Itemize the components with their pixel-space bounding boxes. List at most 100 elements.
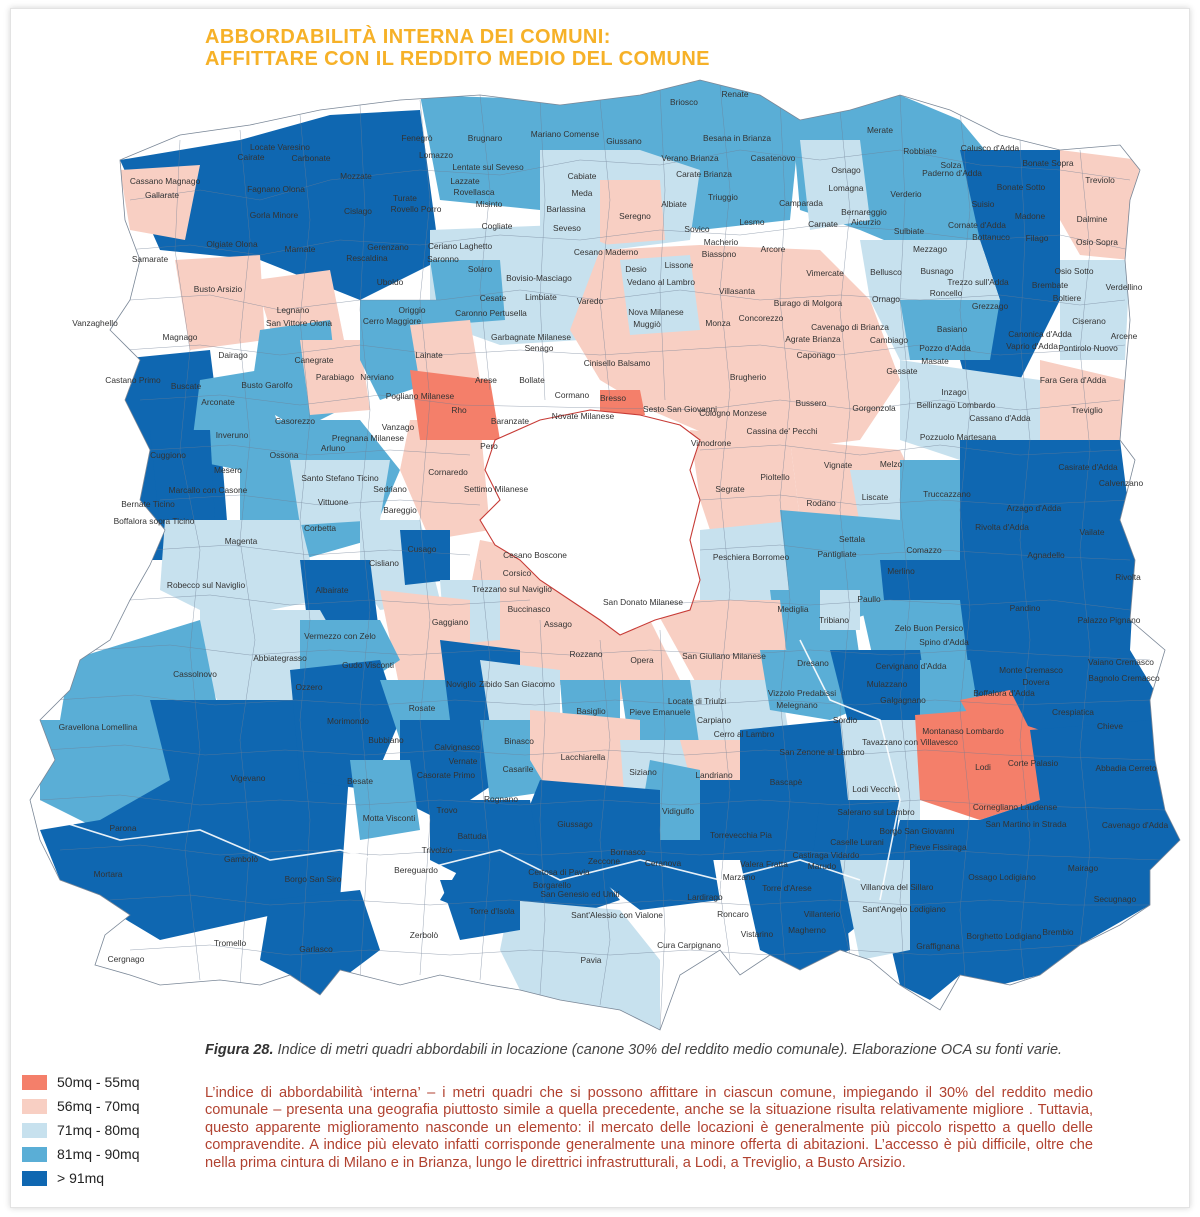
body-paragraph: L’indice di abbordabilità ‘interna’ – i … [205, 1085, 1093, 1171]
municipality-label: Cairate [238, 152, 265, 162]
municipality-label: Fara Gera d'Adda [1040, 375, 1107, 385]
municipality-label: Casorate Primo [417, 770, 476, 780]
municipality-label: Bottanuco [972, 232, 1010, 242]
municipality-label: Bernareggio [841, 207, 887, 217]
zone-calvignasco-casorate [400, 720, 500, 820]
municipality-label: Macherio [704, 237, 739, 247]
municipality-label: Ornago [872, 294, 900, 304]
municipality-label: Magenta [225, 536, 258, 546]
municipality-label: Marnate [285, 244, 316, 254]
municipality-label: Pantigliate [817, 549, 856, 559]
municipality-label: Ossago Lodigiano [968, 872, 1036, 882]
municipality-label: Gravellona Lomellina [59, 722, 138, 732]
choropleth-map: Renate Briosco Besana in Brianza Mariano Co… [29, 79, 1181, 1031]
legend-item-71-80: 71mq - 80mq [22, 1121, 197, 1141]
municipality-label: Casirate d'Adda [1058, 462, 1118, 472]
zone-northwest-saronno [120, 110, 440, 300]
municipality-label: Desio [625, 264, 647, 274]
municipality-label: Cervignano d'Adda [876, 661, 947, 671]
municipality-label: Villanova del Sillaro [861, 882, 934, 892]
municipality-label: Castano Primo [105, 375, 161, 385]
municipality-label: Mairago [1068, 863, 1099, 873]
zone-liscate [850, 470, 900, 525]
municipality-label: Bollate [519, 375, 545, 385]
municipality-label: Spino d'Adda [919, 637, 969, 647]
municipality-label: Boffalora d'Adda [973, 688, 1035, 698]
municipality-label: Mozzate [340, 171, 372, 181]
municipality-label: Caronno Pertusella [455, 308, 527, 318]
zone-torrevecchia [700, 780, 760, 860]
municipality-label: Battuda [458, 831, 487, 841]
municipality-label: Mortara [94, 869, 123, 879]
municipality-label: Bubbiano [368, 735, 404, 745]
municipality-label: Gambolò [224, 854, 258, 864]
municipality-label: Rivolta [1115, 572, 1141, 582]
zone-rho [410, 370, 500, 440]
municipality-label: Zibido San Giacomo [479, 679, 555, 689]
municipality-label: Carnate [808, 219, 838, 229]
zone-desio-nova [620, 255, 700, 335]
municipality-label: Carate Brianza [676, 169, 732, 179]
municipality-label: Verdellino [1106, 282, 1143, 292]
municipality-label: Arcene [1111, 331, 1138, 341]
municipality-label: Legnano [277, 305, 310, 315]
municipality-label: Briosco [670, 97, 698, 107]
municipality-label: Vedano al Lambro [627, 277, 695, 287]
municipality-label: Villasanta [719, 286, 756, 296]
municipality-label: Galgagnano [880, 695, 926, 705]
municipality-label: Gessate [886, 366, 918, 376]
municipality-label: Bascapè [770, 777, 803, 787]
municipality-label: Bonate Sotto [997, 182, 1046, 192]
municipality-label: Certosa di Pavia [528, 867, 590, 877]
municipality-label: Arconate [201, 397, 235, 407]
zone-garlasco [260, 890, 380, 995]
municipality-label: Ciserano [1072, 316, 1106, 326]
municipality-label: Parona [109, 823, 136, 833]
municipality-label: Sedriano [373, 484, 407, 494]
municipality-label: Sordio [833, 715, 858, 725]
municipality-label: Renate [721, 89, 748, 99]
municipality-label: Vimodrone [691, 438, 732, 448]
municipality-label: Inzago [941, 387, 966, 397]
municipality-label: Pieve Emanuele [630, 707, 691, 717]
zone-tribiano [820, 590, 860, 630]
municipality-label: Monte Cremasco [999, 665, 1063, 675]
map-title-line-1: ABBORDABILITÀ INTERNA DEI COMUNI: [205, 26, 611, 48]
municipality-label: Bellinzago Lombardo [917, 400, 996, 410]
municipality-label: Cologno Monzese [699, 408, 767, 418]
municipality-label: Salerano sul Lambro [837, 807, 915, 817]
municipality-label: Casarile [503, 764, 534, 774]
municipality-label: Basiano [937, 324, 968, 334]
municipality-label: Villanterio [804, 909, 841, 919]
municipality-label: Calusco d'Adda [961, 143, 1020, 153]
municipality-label: Caselle Lurani [830, 837, 884, 847]
municipality-label: Giussago [557, 819, 593, 829]
map-regions [39, 80, 1180, 1030]
municipality-label: Origgio [399, 305, 426, 315]
municipality-label: Cinisello Balsamo [584, 358, 651, 368]
municipality-label: Carpiano [697, 715, 731, 725]
municipality-label: Zelo Buon Persico [895, 623, 964, 633]
municipality-label: Pero [480, 441, 498, 451]
municipality-label: Dovera [1023, 677, 1050, 687]
municipality-label: Zerbolò [410, 930, 439, 940]
legend-swatch [22, 1075, 47, 1090]
zone-villanterio-magherno [740, 860, 850, 970]
zone-treviglio [1040, 360, 1125, 445]
municipality-label: Agnadello [1027, 550, 1065, 560]
municipality-label: Osio Sotto [1054, 266, 1093, 276]
zone-osio-ciserano [1060, 260, 1130, 360]
municipality-label: Vaiano Cremasco [1088, 657, 1154, 667]
municipality-label: Vignate [824, 460, 853, 470]
zone-zibido [480, 660, 560, 725]
zone-parabiago [300, 340, 370, 415]
municipality-label: Rovello Porro [391, 204, 442, 214]
municipality-label: Segrate [715, 484, 745, 494]
zone-villanova-sillaro [840, 860, 910, 960]
municipality-label: Cassano d'Adda [969, 413, 1031, 423]
municipality-label: Cislago [344, 206, 372, 216]
municipality-label: Dalmine [1077, 214, 1108, 224]
municipality-label: San Donato Milanese [603, 597, 683, 607]
zone-san-giuliano [650, 600, 790, 690]
municipality-label: Brugnaro [468, 133, 503, 143]
